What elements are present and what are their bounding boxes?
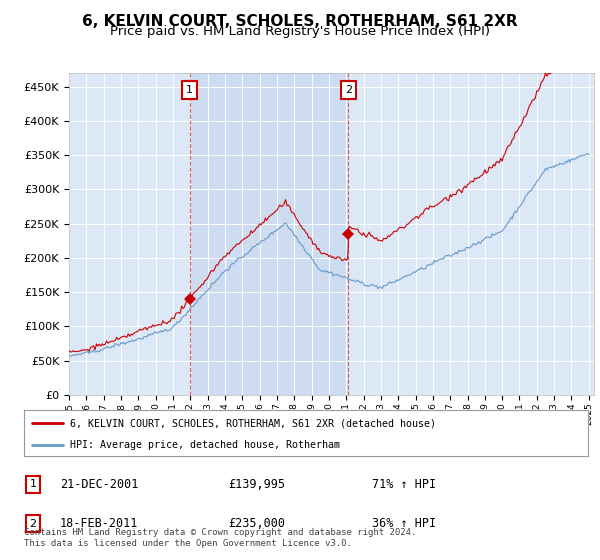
Text: 21-DEC-2001: 21-DEC-2001 — [60, 478, 139, 491]
Text: Contains HM Land Registry data © Crown copyright and database right 2024.
This d: Contains HM Land Registry data © Crown c… — [24, 528, 416, 548]
Text: 2: 2 — [345, 85, 352, 95]
Text: 1: 1 — [186, 85, 193, 95]
Text: HPI: Average price, detached house, Rotherham: HPI: Average price, detached house, Roth… — [70, 440, 340, 450]
Text: 1: 1 — [29, 479, 37, 489]
Text: 6, KELVIN COURT, SCHOLES, ROTHERHAM, S61 2XR: 6, KELVIN COURT, SCHOLES, ROTHERHAM, S61… — [82, 14, 518, 29]
Text: 18-FEB-2011: 18-FEB-2011 — [60, 517, 139, 530]
Text: £139,995: £139,995 — [228, 478, 285, 491]
Text: 71% ↑ HPI: 71% ↑ HPI — [372, 478, 436, 491]
Bar — [190, 73, 349, 395]
Text: 2: 2 — [29, 519, 37, 529]
Text: 6, KELVIN COURT, SCHOLES, ROTHERHAM, S61 2XR (detached house): 6, KELVIN COURT, SCHOLES, ROTHERHAM, S61… — [70, 418, 436, 428]
Text: £235,000: £235,000 — [228, 517, 285, 530]
Text: Price paid vs. HM Land Registry's House Price Index (HPI): Price paid vs. HM Land Registry's House … — [110, 25, 490, 38]
Text: 36% ↑ HPI: 36% ↑ HPI — [372, 517, 436, 530]
